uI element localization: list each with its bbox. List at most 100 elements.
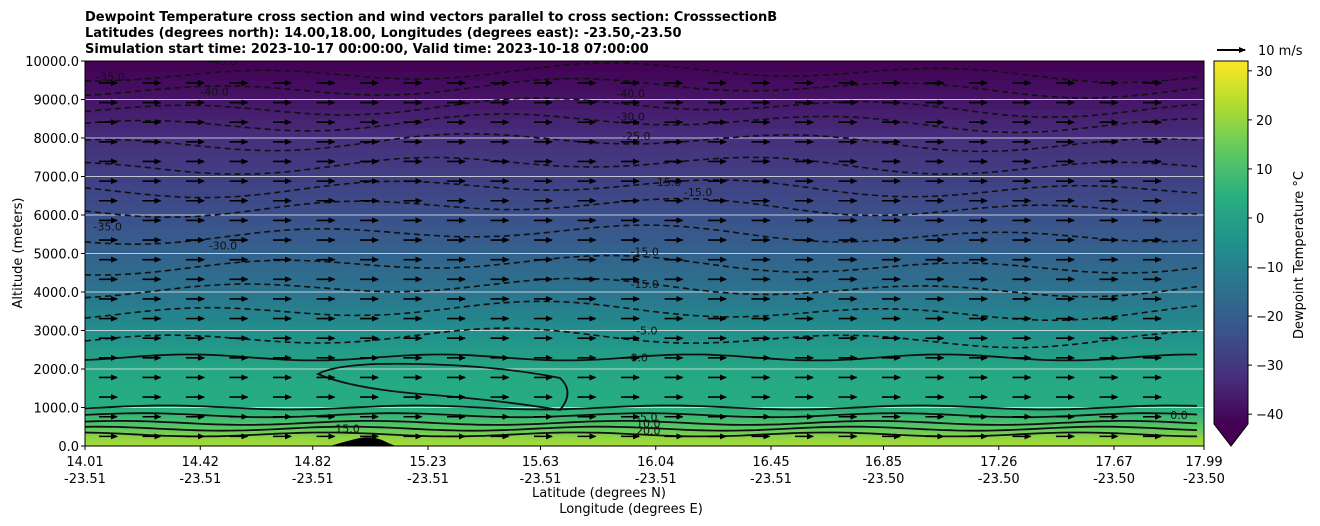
colorbar-tick-label: −20	[1256, 310, 1283, 325]
dewpoint-band	[85, 301, 1204, 308]
contour-label: -30.0	[209, 240, 237, 253]
dewpoint-band	[85, 166, 1204, 178]
dewpoint-band	[85, 306, 1204, 312]
y-tick-label: 7000.0	[34, 171, 80, 186]
x-tick-label-lat: 16.04	[637, 455, 674, 470]
x-tick-label-lon: -23.51	[635, 472, 677, 487]
dewpoint-band	[85, 397, 1204, 404]
dewpoint-band	[85, 176, 1204, 187]
dewpoint-band	[85, 364, 1204, 370]
y-tick-label: 6000.0	[34, 209, 80, 224]
x-tick-label-lon: -23.51	[64, 472, 106, 487]
dewpoint-band	[85, 316, 1204, 322]
contour-label: 0.0	[1170, 409, 1188, 422]
dashed-contour	[85, 113, 1197, 134]
contour-label: -15.0	[630, 245, 658, 258]
x-tick-label-lon: -23.51	[750, 472, 792, 487]
dewpoint-band	[85, 272, 1204, 283]
dewpoint-band	[85, 415, 1204, 419]
dewpoint-band	[85, 147, 1204, 158]
solid-contour-loop	[315, 362, 569, 411]
contour-label: -35.0	[96, 70, 124, 83]
dewpoint-band	[85, 407, 1204, 411]
colorbar-tick-label: −30	[1256, 359, 1283, 374]
dewpoint-band	[85, 195, 1204, 206]
dewpoint-band	[85, 320, 1204, 327]
contour-lines	[85, 61, 1198, 438]
y-tick-label: 4000.0	[34, 286, 80, 301]
contour-label: -15.0	[653, 176, 681, 189]
colorbar-tick-label: −10	[1256, 261, 1283, 276]
x-tick-label-lat: 14.01	[66, 455, 103, 470]
dashed-contour	[85, 97, 1198, 118]
colorbar-tick-label: 30	[1256, 65, 1273, 80]
y-tick-label: 0.0	[58, 440, 79, 455]
gridlines	[85, 99, 1204, 408]
dewpoint-band	[85, 186, 1204, 197]
dewpoint-band	[85, 311, 1204, 317]
quiver-key-label: 10 m/s	[1258, 44, 1303, 59]
y-tick-label: 1000.0	[34, 402, 80, 417]
solid-contour	[85, 420, 1198, 426]
dashed-contour	[85, 179, 1198, 199]
colorbar: 30 20 10 0 −10 −20 −30 −40 Dewpoint Temperature…	[1213, 60, 1307, 447]
x-tick-label-lon: -23.50	[863, 472, 905, 487]
x-tick-label-lat: 14.82	[294, 455, 331, 470]
x-tick-label-lat: 16.45	[752, 455, 789, 470]
plot-area: -40.0-30.0-25.0-15.0-15.0-15.0-15.0-5.00…	[85, 61, 1204, 446]
dewpoint-band	[85, 354, 1204, 360]
dewpoint-band	[85, 393, 1204, 399]
terrain	[330, 437, 396, 446]
dewpoint-band	[85, 61, 1204, 72]
dewpoint-band	[85, 224, 1204, 235]
chart-title-line-2: Latitudes (degrees north): 14.00,18.00, …	[85, 26, 682, 41]
dashed-contour	[85, 132, 1198, 153]
dewpoint-band	[85, 263, 1204, 274]
contour-label: -15.0	[684, 186, 712, 199]
colorbar-extend-min	[1214, 424, 1248, 446]
contour-label: -15.0	[630, 278, 658, 291]
dewpoint-band	[85, 282, 1204, 293]
y-tick-label: 5000.0	[34, 248, 80, 263]
dewpoint-band	[85, 70, 1204, 81]
contour-label: 15.0	[335, 423, 360, 436]
x-tick-label-lat: 17.26	[980, 455, 1017, 470]
dashed-contour	[85, 61, 1198, 84]
wind-vectors	[99, 79, 1162, 440]
colorbar-ticks: 30 20 10 0 −10 −20 −30 −40	[1248, 65, 1283, 423]
solid-contour	[85, 412, 1198, 419]
y-tick-label: 10000.0	[25, 55, 79, 70]
contour-label: 0.0	[630, 351, 648, 364]
colorbar-frame	[1213, 60, 1249, 447]
contour-label: -40.0	[616, 88, 644, 101]
x-tick-label-lon: -23.51	[407, 472, 449, 487]
solid-contour	[85, 425, 1198, 432]
chart-title-line-3: Simulation start time: 2023-10-17 00:00:…	[85, 42, 649, 57]
x-tick-label-lat: 15.63	[522, 455, 559, 470]
dewpoint-band	[85, 369, 1204, 375]
y-tick-label: 8000.0	[34, 132, 80, 147]
dewpoint-band	[85, 157, 1204, 168]
y-tick-label: 9000.0	[34, 94, 80, 109]
dewpoint-band	[85, 335, 1204, 341]
contour-label: -40.0	[200, 86, 228, 99]
dewpoint-band	[85, 388, 1204, 394]
dewpoint-band	[85, 344, 1204, 351]
dewpoint-band	[85, 205, 1204, 216]
x-tick-label-lat: 17.67	[1095, 455, 1132, 470]
dewpoint-band	[85, 253, 1204, 264]
x-tick-label-lon: -23.51	[292, 472, 334, 487]
dashed-contour	[85, 327, 1198, 349]
dashed-contour	[85, 156, 1198, 176]
dewpoint-band	[85, 413, 1204, 416]
solid-contour	[85, 431, 1198, 438]
dewpoint-band	[85, 89, 1204, 101]
x-tick-label-lon: -23.50	[978, 472, 1020, 487]
dewpoint-band	[85, 440, 1204, 443]
x-axis-ticks: 14.01 -23.51 14.42 -23.51 14.82 -23.51 15.23 -2…	[64, 446, 1225, 487]
colorbar-gradient	[1214, 61, 1248, 424]
colorbar-tick-label: 10	[1256, 163, 1273, 178]
dewpoint-band	[85, 438, 1204, 441]
x-tick-label-lat: 17.99	[1185, 455, 1222, 470]
